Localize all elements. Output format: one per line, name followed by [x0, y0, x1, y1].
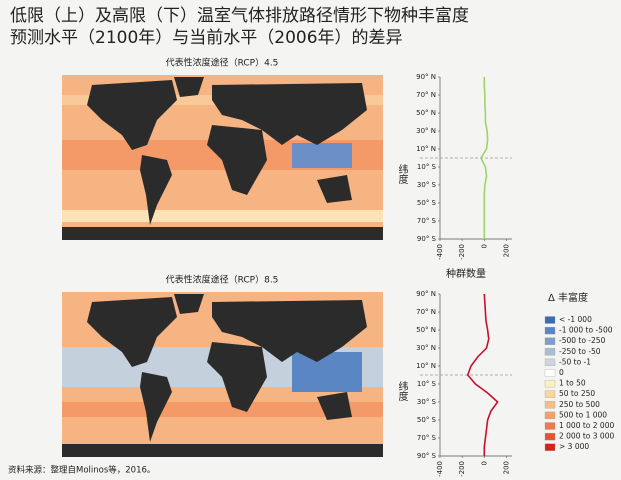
- legend-swatch: [544, 390, 556, 398]
- legend-label: -1 000 to -500: [559, 326, 613, 335]
- legend-label: 2 000 to 3 000: [559, 432, 614, 441]
- x-tick-label: 200: [502, 244, 510, 257]
- legend-label: -500 to -250: [559, 336, 606, 345]
- subtitle: 代表性浓度途径（RCP）4.5: [166, 57, 279, 69]
- legend-title: Δ 丰富度: [548, 291, 588, 304]
- x-tick-label: 200: [502, 461, 510, 474]
- y-tick-label: 70° N: [416, 91, 436, 99]
- legend-label: < -1 000: [559, 315, 592, 324]
- legend-swatch: [544, 337, 556, 345]
- map: [62, 292, 383, 457]
- legend-swatch: [544, 358, 556, 367]
- legend-swatch: [544, 432, 556, 441]
- y-tick-label: 70° S: [417, 217, 437, 225]
- y-tick-label: 10° N: [416, 362, 436, 370]
- y-tick-label: 10° S: [417, 380, 437, 388]
- y-tick-label: 30° N: [416, 127, 436, 135]
- legend-swatch: [544, 316, 556, 324]
- y-tick-label: 90° N: [416, 290, 436, 298]
- y-tick-label: 50° S: [417, 199, 437, 207]
- title: 低限（上）及高限（下）温室气体排放路径情形下物种丰富度: [10, 6, 469, 26]
- y-axis-label: 纬度: [396, 163, 408, 185]
- y-tick-label: 50° N: [416, 326, 436, 334]
- legend-swatch: [544, 422, 556, 430]
- map: [62, 75, 383, 240]
- y-axis-label: 纬度: [396, 380, 408, 402]
- subtitle: 代表性浓度途径（RCP）8.5: [166, 274, 279, 286]
- legend-label: 50 to 250: [559, 389, 595, 398]
- y-tick-label: 70° N: [416, 308, 436, 316]
- y-tick-label: 90° S: [417, 452, 437, 460]
- legend-swatch: [544, 411, 556, 420]
- legend-swatch: [544, 401, 556, 409]
- y-tick-label: 10° N: [416, 145, 436, 153]
- legend-swatch: [544, 379, 556, 388]
- legend-label: -250 to -50: [559, 347, 601, 356]
- legend-label: 1 000 to 2 000: [559, 421, 614, 430]
- x-tick-label: -400: [436, 244, 444, 260]
- y-tick-label: 30° S: [417, 181, 437, 189]
- x-tick-label: 0: [480, 244, 488, 248]
- y-tick-label: 30° N: [416, 344, 436, 352]
- x-tick-label: -200: [458, 244, 466, 260]
- y-tick-label: 70° S: [417, 434, 437, 442]
- y-tick-label: 50° N: [416, 109, 436, 117]
- legend-swatch: [544, 326, 556, 335]
- y-tick-label: 50° S: [417, 416, 437, 424]
- legend-label: 1 to 50: [559, 379, 586, 388]
- legend-swatch: [544, 369, 556, 377]
- y-tick-label: 30° S: [417, 398, 437, 406]
- y-tick-label: 90° S: [417, 235, 437, 243]
- legend-label: > 3 000: [559, 442, 589, 451]
- title: 预测水平（2100年）与当前水平（2006年）的差异: [10, 28, 403, 48]
- legend-label: 500 to 1 000: [559, 410, 607, 419]
- y-tick-label: 90° N: [416, 73, 436, 81]
- line: [466, 293, 499, 456]
- legend-swatch: [544, 348, 556, 356]
- legend-label: 250 to 500: [559, 400, 600, 409]
- y-tick-label: 10° S: [417, 163, 437, 171]
- source: 资料来源：整理自Molinos等，2016。: [8, 465, 155, 476]
- legend-label: -50 to -1: [559, 357, 591, 366]
- x-tick-label: -200: [458, 461, 466, 477]
- x-axis-label: 种群数量: [446, 267, 486, 280]
- legend-swatch: [544, 443, 556, 451]
- line: [480, 77, 489, 239]
- x-tick-label: 0: [480, 461, 488, 465]
- legend-label: 0: [559, 368, 564, 377]
- x-tick-label: -400: [436, 461, 444, 477]
